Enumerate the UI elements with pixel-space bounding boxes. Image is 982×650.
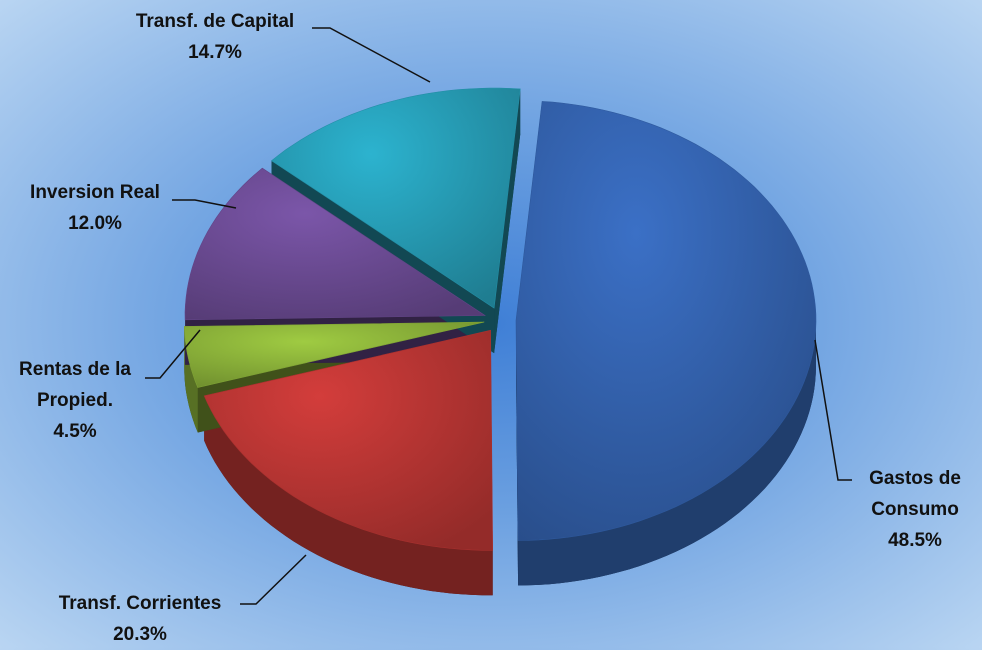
category-label: Inversion Real bbox=[0, 177, 195, 208]
category-label: Transf. de Capital bbox=[95, 6, 335, 37]
category-label: Rentas de la Propied. bbox=[0, 354, 150, 416]
value-label: 12.0% bbox=[0, 208, 195, 239]
value-label: 14.7% bbox=[95, 37, 335, 68]
value-label: 20.3% bbox=[10, 619, 270, 650]
category-label: Gastos de Consumo bbox=[855, 463, 975, 525]
leader-line bbox=[815, 340, 852, 480]
value-label: 4.5% bbox=[0, 416, 150, 447]
category-label: Transf. Corrientes bbox=[10, 588, 270, 619]
value-label: 48.5% bbox=[855, 525, 975, 556]
slice-label: Rentas de la Propied.4.5% bbox=[0, 354, 150, 447]
